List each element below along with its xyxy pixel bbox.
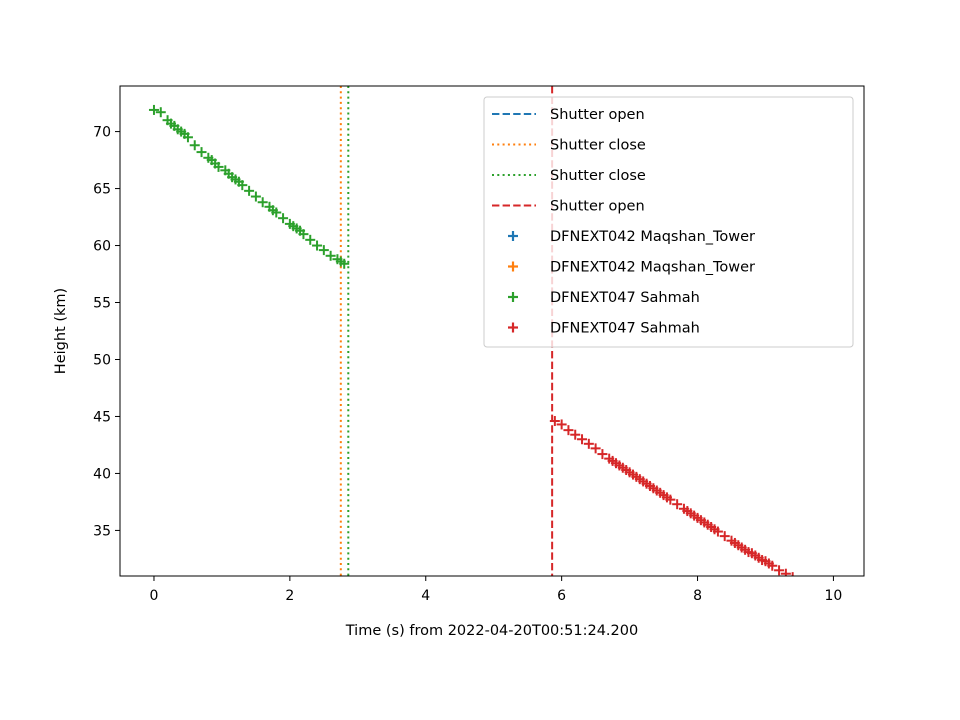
y-tick-label: 70 xyxy=(93,125,111,141)
series-3-point xyxy=(189,140,200,151)
series-3-point xyxy=(312,240,323,251)
y-tick-label: 65 xyxy=(93,182,111,198)
series-3-point xyxy=(148,104,159,115)
series-3-point xyxy=(278,213,289,224)
series-4-point xyxy=(563,425,574,436)
legend-label: DFNEXT047 Sahmah xyxy=(550,321,700,337)
x-tick-label: 2 xyxy=(285,588,294,604)
series-4-point xyxy=(712,526,723,537)
y-tick-label: 40 xyxy=(93,466,111,482)
x-tick-label: 0 xyxy=(150,588,159,604)
legend-entry: Shutter open xyxy=(492,107,645,123)
series-3-point xyxy=(298,229,309,240)
series-3-point xyxy=(325,250,336,261)
data-points xyxy=(148,104,801,576)
x-axis-label: Time (s) from 2022-04-20T00:51:24.200 xyxy=(345,623,638,639)
series-3-point xyxy=(318,245,329,256)
legend-entry: DFNEXT042 Maqshan_Tower xyxy=(508,229,755,245)
y-axis-ticks: 35 40 45 50 55 60 65 70 xyxy=(93,125,120,539)
legend-entry: DFNEXT047 Sahmah xyxy=(508,290,700,306)
legend-entry: Shutter open xyxy=(492,199,645,215)
series-4-point xyxy=(577,434,588,445)
series-3-point xyxy=(250,191,261,202)
series-4-point xyxy=(597,449,608,460)
legend-label: Shutter close xyxy=(550,138,646,154)
series-4-point xyxy=(570,429,581,440)
x-tick-label: 6 xyxy=(557,588,566,604)
legend-label: DFNEXT047 Sahmah xyxy=(550,290,700,306)
series-4-point xyxy=(791,572,794,576)
y-tick-label: 35 xyxy=(93,523,111,539)
series-4-point xyxy=(549,416,560,427)
legend-box xyxy=(483,96,854,348)
legend-entry: Shutter close xyxy=(492,138,646,154)
series-3-point xyxy=(271,207,282,218)
series-3-point xyxy=(196,147,207,158)
x-axis-ticks: 0 2 4 6 8 10 xyxy=(150,576,843,604)
y-axis-label: Height (km) xyxy=(53,288,69,374)
x-tick-label: 4 xyxy=(421,588,430,604)
legend-label: Shutter close xyxy=(550,168,646,184)
legend-label: DFNEXT042 Maqshan_Tower xyxy=(550,229,755,245)
y-tick-label: 55 xyxy=(93,296,111,312)
series-3-point xyxy=(244,185,255,196)
legend: Shutter open Shutter close Shutter close Sh… xyxy=(483,96,854,348)
series-3-point xyxy=(305,234,316,245)
series-3-point xyxy=(213,161,224,172)
series-4-point xyxy=(590,443,601,454)
legend-marker-swatch xyxy=(508,292,518,302)
x-tick-label: 10 xyxy=(825,588,843,604)
y-tick-label: 60 xyxy=(93,239,111,255)
series-4-point xyxy=(556,419,567,430)
series-4-point xyxy=(767,560,778,571)
legend-entry: DFNEXT042 Maqshan_Tower xyxy=(508,260,755,276)
series-3-point xyxy=(237,180,248,191)
legend-marker-swatch xyxy=(508,261,518,272)
series-3-point xyxy=(339,258,350,269)
series-4-point xyxy=(672,499,683,510)
series-4-point xyxy=(774,565,785,576)
series-3-point xyxy=(257,197,268,208)
legend-label: DFNEXT042 Maqshan_Tower xyxy=(550,260,755,276)
x-tick-label: 8 xyxy=(693,588,702,604)
legend-entry: DFNEXT047 Sahmah xyxy=(508,321,700,337)
y-tick-label: 50 xyxy=(93,352,111,368)
series-4-point xyxy=(780,568,791,576)
legend-marker-swatch xyxy=(508,231,518,241)
series-4-point xyxy=(719,531,730,542)
series-3-point xyxy=(182,132,193,143)
y-tick-label: 45 xyxy=(93,409,111,425)
legend-label: Shutter open xyxy=(550,107,645,123)
legend-label: Shutter open xyxy=(550,199,645,215)
series-4-point xyxy=(665,494,676,505)
axes-frame xyxy=(119,85,865,577)
series-4-point xyxy=(583,438,594,449)
series-3-point xyxy=(155,107,166,118)
legend-marker-swatch xyxy=(508,322,518,333)
legend-entry: Shutter close xyxy=(492,168,646,184)
